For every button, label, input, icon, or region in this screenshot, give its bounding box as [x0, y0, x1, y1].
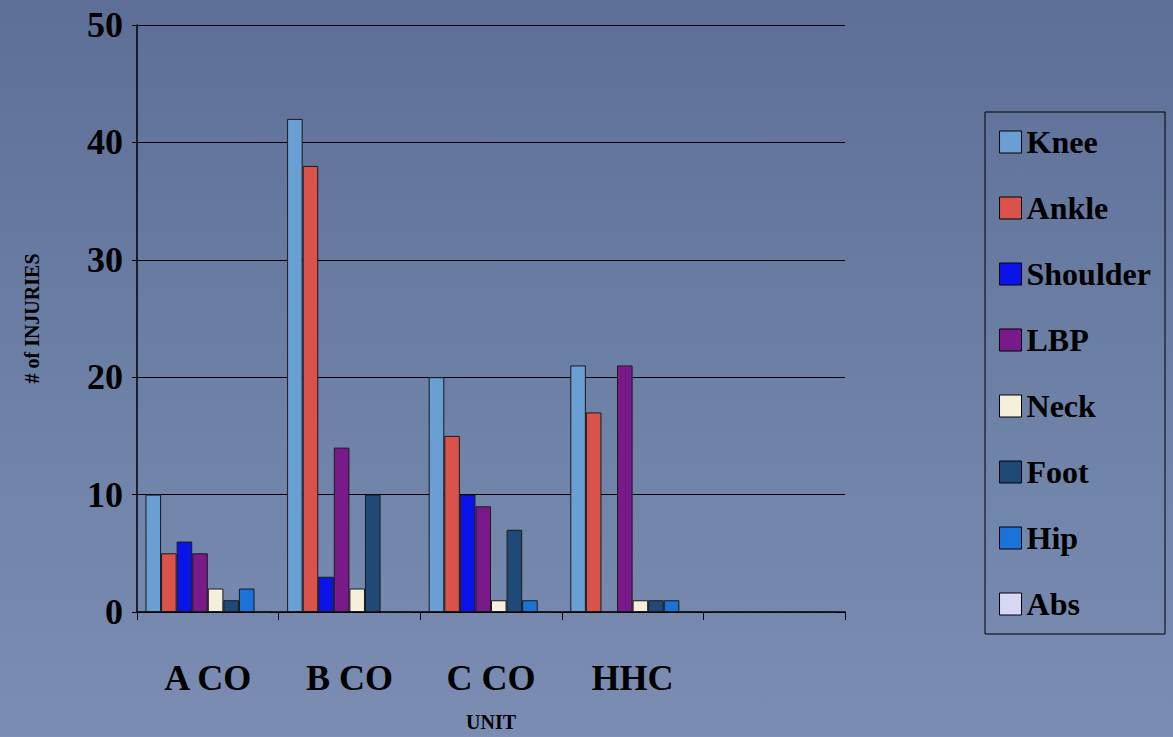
svg-text:Shoulder: Shoulder	[1027, 256, 1151, 292]
svg-text:B CO: B CO	[306, 658, 393, 698]
svg-text:UNIT: UNIT	[466, 711, 517, 733]
svg-text:C CO: C CO	[447, 658, 536, 698]
svg-text:0: 0	[105, 592, 123, 632]
svg-text:# of INJURIES: # of INJURIES	[21, 253, 43, 383]
svg-text:Knee: Knee	[1027, 124, 1098, 160]
svg-text:30: 30	[87, 240, 123, 280]
svg-text:50: 50	[87, 5, 123, 45]
svg-text:40: 40	[87, 122, 123, 162]
svg-text:20: 20	[87, 357, 123, 397]
svg-text:Abs: Abs	[1027, 586, 1080, 622]
svg-text:Foot: Foot	[1027, 454, 1090, 490]
svg-text:Ankle: Ankle	[1027, 190, 1109, 226]
svg-text:A CO: A CO	[164, 658, 251, 698]
svg-text:10: 10	[87, 475, 123, 515]
svg-text:HHC: HHC	[592, 658, 674, 698]
svg-text:Neck: Neck	[1027, 388, 1097, 424]
svg-text:Hip: Hip	[1027, 520, 1079, 556]
svg-text:LBP: LBP	[1027, 322, 1089, 358]
